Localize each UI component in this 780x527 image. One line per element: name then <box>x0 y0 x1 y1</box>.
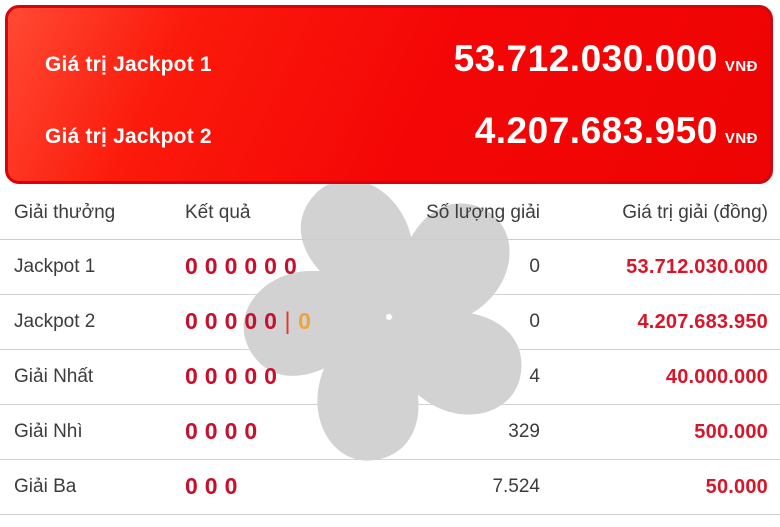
winner-count: 0 <box>529 311 540 332</box>
table-row-giai-ba: Giải Ba 000 7.524 50.000 <box>0 460 780 515</box>
winner-count: 4 <box>529 366 540 387</box>
col-header-result: Kết quả <box>185 201 251 223</box>
result-digits: 000000 <box>185 253 304 279</box>
prize-name: Jackpot 2 <box>14 311 96 332</box>
col-header-count: Số lượng giải <box>426 201 540 223</box>
result-digits: 00000 | 0 <box>185 308 311 335</box>
jackpot-1-label: Giá trị Jackpot 1 <box>45 52 212 76</box>
winner-count: 7.524 <box>492 476 540 497</box>
prize-name: Giải Nhất <box>14 366 94 387</box>
jackpot-1-currency: VNĐ <box>724 57 758 75</box>
col-header-prize: Giải thưởng <box>14 201 116 223</box>
prize-value: 4.207.683.950 <box>637 310 768 333</box>
jackpot-2-label: Giá trị Jackpot 2 <box>45 124 212 148</box>
jackpot-1-value: 53.712.030.000 <box>453 37 718 79</box>
result-digits: 00000 <box>185 363 284 389</box>
prize-value: 500.000 <box>694 420 768 443</box>
winner-count: 329 <box>508 421 540 442</box>
jackpot-2-row: Giá trị Jackpot 2 4.207.683.950 VNĐ <box>45 110 758 152</box>
prize-value: 40.000.000 <box>665 365 768 388</box>
prize-value: 53.712.030.000 <box>626 255 768 278</box>
jackpot-banner: Giá trị Jackpot 1 53.712.030.000 VNĐ Giá… <box>5 5 773 184</box>
jackpot-2-currency: VNĐ <box>724 129 758 147</box>
results-table: Giải thưởng Kết quả Số lượng giải Giá tr… <box>0 186 780 515</box>
table-header-row: Giải thưởng Kết quả Số lượng giải Giá tr… <box>0 186 780 240</box>
jackpot-2-value-group: 4.207.683.950 VNĐ <box>475 110 758 152</box>
prize-name: Jackpot 1 <box>14 256 96 277</box>
table-row-giai-nhi: Giải Nhì 0000 329 500.000 <box>0 405 780 460</box>
prize-value: 50.000 <box>705 475 768 498</box>
col-header-value: Giá trị giải (đồng) <box>622 201 768 223</box>
result-digits: 000 <box>185 473 245 499</box>
table-row-jackpot-1: Jackpot 1 000000 0 53.712.030.000 <box>0 240 780 295</box>
winner-count: 0 <box>529 256 540 277</box>
prize-name: Giải Ba <box>14 476 77 497</box>
jackpot-2-value: 4.207.683.950 <box>474 109 718 151</box>
result-digits: 0000 <box>185 418 265 444</box>
prize-name: Giải Nhì <box>14 421 83 442</box>
jackpot-1-row: Giá trị Jackpot 1 53.712.030.000 VNĐ <box>45 38 758 80</box>
jackpot-1-value-group: 53.712.030.000 VNĐ <box>454 38 758 80</box>
table-row-giai-nhat: Giải Nhất 00000 4 40.000.000 <box>0 350 780 405</box>
table-row-jackpot-2: Jackpot 2 00000 | 0 0 4.207.683.950 <box>0 295 780 350</box>
